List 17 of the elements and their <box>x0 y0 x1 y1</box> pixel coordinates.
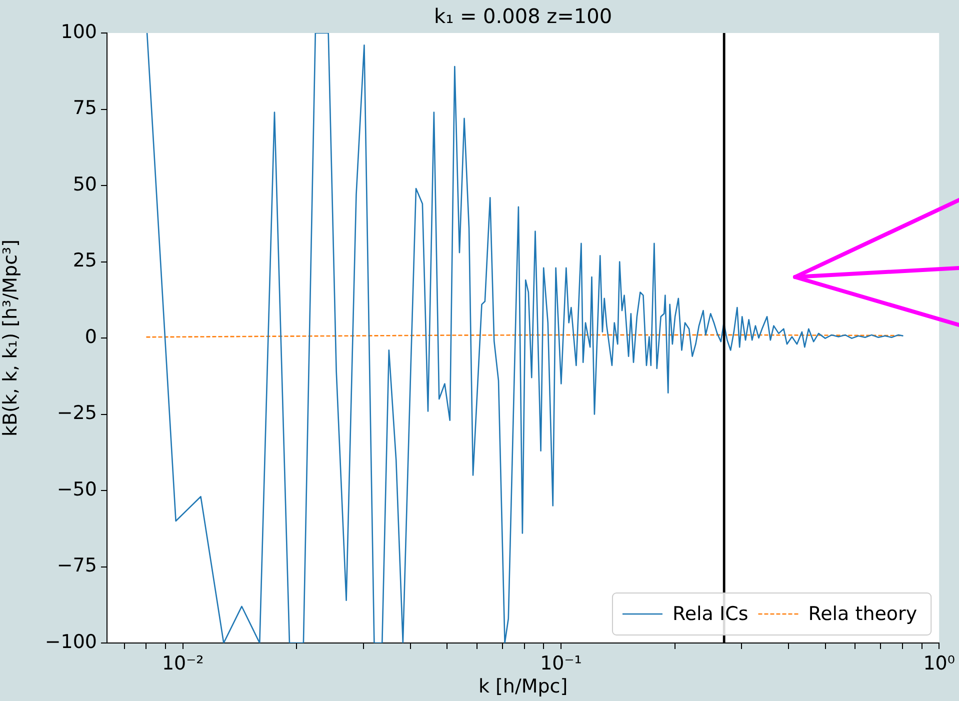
y-tick-label: 25 <box>72 250 97 272</box>
legend-label: Rela theory <box>808 602 918 625</box>
y-tick-label: 100 <box>60 20 97 43</box>
x-tick-label: 10⁻¹ <box>540 652 582 674</box>
y-tick-label: −100 <box>44 630 97 653</box>
y-tick-label: −25 <box>56 402 97 424</box>
y-tick-label: 75 <box>72 97 97 120</box>
y-axis-title: kB(k, k, k₁) [h³/Mpc³] <box>0 239 22 437</box>
x-tick-label: 10⁻² <box>162 652 204 674</box>
y-tick-label: −75 <box>56 554 97 577</box>
legend-label: Rela ICs <box>672 602 748 625</box>
y-tick-label: 0 <box>84 326 97 348</box>
x-axis-title: k [h/Mpc] <box>478 676 568 698</box>
x-tick-label: 10⁰ <box>923 652 955 674</box>
y-tick-label: −50 <box>56 478 97 500</box>
chart-title: k₁ = 0.008 z=100 <box>434 4 612 28</box>
y-tick-label: 50 <box>72 173 97 196</box>
